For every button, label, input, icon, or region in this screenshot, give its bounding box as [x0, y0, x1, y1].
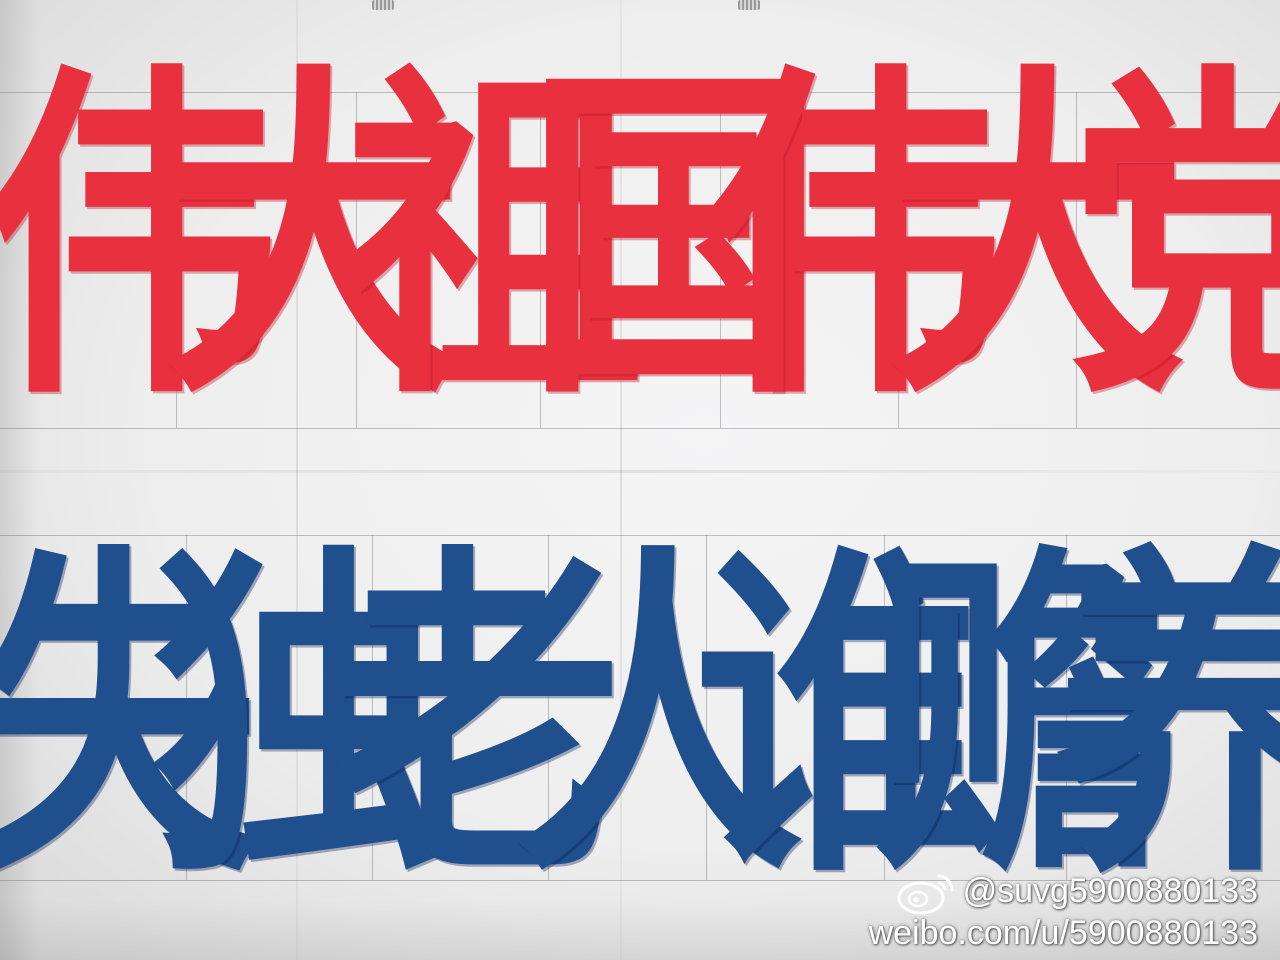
pencil-grid-line: [186, 535, 187, 880]
pencil-grid-line: [540, 92, 541, 428]
paper-fold: [0, 470, 1280, 473]
pencil-grid-line: [0, 535, 1280, 536]
watermark-url: weibo.com/u/5900880133: [868, 914, 1258, 953]
banner-character: 老: [332, 520, 622, 919]
banner-line-red: 伟 大 祖 国 伟 大 党: [0, 38, 1280, 441]
pencil-grid-line: [548, 535, 549, 880]
banner-character: 谁: [694, 520, 984, 919]
pencil-grid-line: [1076, 92, 1077, 428]
watermark-handle-row: @suvg5900880133: [869, 868, 1258, 916]
weibo-watermark: @suvg5900880133 weibo.com/u/5900880133: [869, 868, 1258, 952]
paper-fold: [620, 0, 622, 960]
pencil-grid-line: [898, 92, 899, 428]
binder-clip-right: [738, 0, 760, 10]
paper-shadow-left: [0, 0, 40, 960]
banner-character: 赡: [875, 520, 1165, 919]
pencil-grid-line: [356, 92, 357, 428]
banner-character: 国: [525, 38, 825, 441]
binder-clip-left: [372, 0, 394, 10]
banner-character: 失: [0, 548, 260, 891]
banner-character: 人: [513, 520, 803, 919]
pencil-grid-line: [706, 535, 707, 880]
banner-character: 大: [887, 38, 1187, 441]
banner-character: 独: [151, 520, 441, 919]
banner-character: 祖: [344, 38, 644, 441]
pencil-grid-line: [372, 535, 373, 880]
pencil-grid-line: [0, 92, 1280, 93]
pencil-grid-line: [1066, 535, 1067, 880]
banner-character: 大: [163, 38, 463, 441]
pencil-grid-line: [884, 535, 885, 880]
watermark-handle: @suvg5900880133: [962, 872, 1258, 911]
banner-character: 伟: [706, 38, 1006, 441]
banner-character: 养: [1056, 548, 1280, 891]
banner-character: 伟: [0, 38, 282, 441]
pencil-grid-line: [0, 428, 1280, 429]
weibo-logo-icon: [897, 874, 954, 915]
pencil-grid-line: [720, 92, 721, 428]
pencil-grid-line: [176, 92, 177, 428]
banner-line-blue: 失 独 老 人 谁 赡 养: [0, 520, 1280, 920]
pencil-grid-line: [0, 880, 1280, 881]
paper-shadow-bottom: [0, 900, 1280, 960]
banner-character: 党: [1068, 67, 1280, 413]
paper-fold: [296, 0, 298, 960]
